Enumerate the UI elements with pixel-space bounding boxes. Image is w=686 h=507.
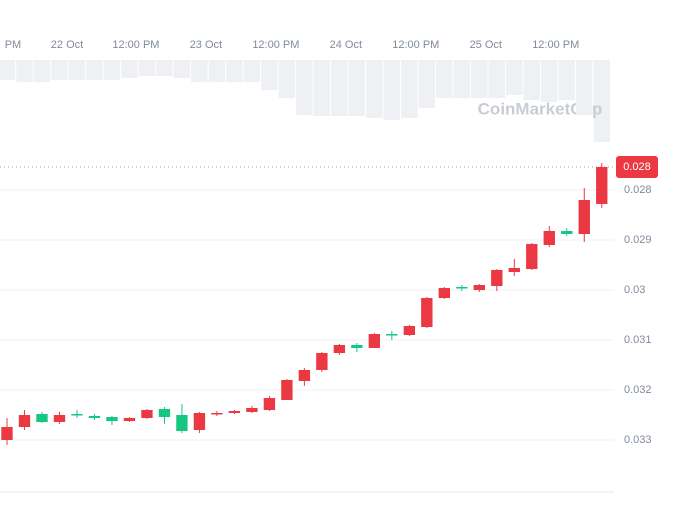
candle-body xyxy=(561,231,573,234)
candle-body xyxy=(1,427,13,440)
volume-bar xyxy=(366,60,383,118)
volume-bar xyxy=(331,60,348,116)
volume-bar xyxy=(453,60,471,98)
candle-body xyxy=(526,244,538,269)
watermark: CoinMarketCap xyxy=(478,99,603,118)
volume-bar xyxy=(0,60,16,80)
volume-bar xyxy=(418,60,436,108)
x-tick-label: PM xyxy=(5,39,22,51)
volume-bar xyxy=(296,60,313,115)
volume-bar xyxy=(243,60,261,82)
candle-body xyxy=(53,415,66,422)
volume-bar xyxy=(261,60,278,90)
candle-body xyxy=(36,414,48,422)
volume-bar xyxy=(208,60,226,82)
volume-bar xyxy=(278,60,296,98)
volume-bar xyxy=(156,60,173,76)
candle-body xyxy=(351,345,363,348)
volume-bar xyxy=(523,60,541,100)
candle-body xyxy=(316,353,328,370)
candle-body xyxy=(263,398,276,410)
price-label: 0.028 xyxy=(623,161,651,173)
volume-bar xyxy=(86,60,103,80)
candle-body xyxy=(596,167,608,204)
candle-body xyxy=(71,414,83,416)
candle-body xyxy=(88,416,101,418)
candle-body xyxy=(281,380,293,400)
volume-bar xyxy=(541,60,558,102)
x-tick-label: 12:00 PM xyxy=(112,39,159,51)
volume-bar xyxy=(471,60,488,98)
volume-bar xyxy=(488,60,506,98)
x-tick-label: 12:00 PM xyxy=(392,39,439,51)
candle-body xyxy=(368,334,381,348)
candle-body xyxy=(386,334,398,336)
candle-body xyxy=(333,345,346,353)
volume-bar xyxy=(121,60,138,78)
volume-bar xyxy=(506,60,523,95)
candle-body xyxy=(18,415,31,427)
candle-body xyxy=(211,413,223,415)
volume-bar xyxy=(593,60,611,142)
candle-body xyxy=(491,270,503,286)
x-tick-label: 22 Oct xyxy=(51,39,83,51)
volume-bar xyxy=(226,60,243,82)
volume-bar xyxy=(558,60,576,100)
y-tick-label: 0.032 xyxy=(624,384,652,396)
candle-body xyxy=(246,408,258,412)
volume-bar xyxy=(313,60,331,116)
y-tick-label: 0.03 xyxy=(624,284,645,296)
candle-body xyxy=(456,287,468,289)
candle-body xyxy=(473,285,485,290)
candle-body xyxy=(543,231,555,245)
candle-body xyxy=(438,288,451,298)
candle-body xyxy=(421,298,433,327)
volume-bar xyxy=(51,60,68,80)
candle-body xyxy=(403,326,416,335)
candle-body xyxy=(123,418,136,421)
candle-body xyxy=(106,417,118,421)
x-tick-label: 12:00 PM xyxy=(532,39,579,51)
candle-body xyxy=(141,410,153,418)
volume-bar xyxy=(138,60,156,76)
volume-bar xyxy=(436,60,453,98)
volume-bar xyxy=(103,60,121,80)
volume-bar xyxy=(401,60,418,118)
y-tick-label: 0.029 xyxy=(624,234,652,246)
volume-bar xyxy=(576,60,593,115)
x-tick-label: 25 Oct xyxy=(470,39,502,51)
price-badge xyxy=(616,156,658,178)
volume-bar xyxy=(348,60,366,116)
candle-body xyxy=(158,409,171,417)
candle-body xyxy=(508,268,520,272)
candle-body xyxy=(298,370,311,381)
y-tick-label: 0.031 xyxy=(624,334,652,346)
volume-bar xyxy=(191,60,208,82)
y-tick-label: 0.033 xyxy=(624,434,652,446)
candle-body xyxy=(176,415,188,431)
volume-bar xyxy=(33,60,51,82)
volume-bar xyxy=(173,60,191,78)
x-tick-label: 24 Oct xyxy=(330,39,362,51)
candle-body xyxy=(578,200,590,234)
y-tick-label: 0.028 xyxy=(624,184,652,196)
candle-body xyxy=(193,413,206,430)
x-tick-label: 12:00 PM xyxy=(252,39,299,51)
volume-bar xyxy=(383,60,401,120)
volume-bar xyxy=(68,60,86,80)
x-tick-label: 23 Oct xyxy=(190,39,222,51)
candle-body xyxy=(228,411,241,413)
volume-bar xyxy=(16,60,33,82)
